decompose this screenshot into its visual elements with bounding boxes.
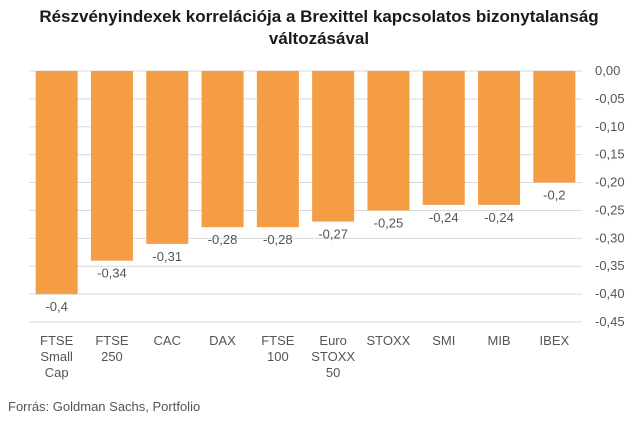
x-tick-label: SMI	[432, 333, 455, 348]
x-tick-label: FTSE	[95, 333, 129, 348]
x-tick-label: IBEX	[540, 333, 570, 348]
y-tick-label: -0,15	[595, 147, 625, 162]
y-tick-label: -0,35	[595, 258, 625, 273]
x-tick-label: Small	[40, 349, 73, 364]
bar	[533, 71, 576, 183]
chart-title-line-2: változásával	[268, 29, 370, 48]
data-label: -0,31	[152, 249, 182, 264]
y-tick-label: -0,30	[595, 230, 625, 245]
x-tick-label: FTSE	[40, 333, 74, 348]
chart-title-line-1: Részvényindexek korrelációja a Brexittel…	[39, 7, 599, 26]
x-tick-label: Euro	[319, 333, 346, 348]
y-tick-label: -0,05	[595, 91, 625, 106]
x-tick-label: 250	[101, 349, 123, 364]
y-tick-label: -0,10	[595, 119, 625, 134]
x-tick-label: STOXX	[367, 333, 411, 348]
x-tick-label: CAC	[154, 333, 181, 348]
y-tick-label: -0,25	[595, 202, 625, 217]
data-label: -0,24	[484, 210, 514, 225]
x-tick-label: FTSE	[261, 333, 295, 348]
x-tick-label: MIB	[487, 333, 510, 348]
chart-title: Részvényindexek korrelációja a Brexittel…	[0, 6, 638, 50]
x-tick-label: 50	[326, 365, 340, 380]
bar	[312, 71, 355, 222]
bar	[201, 71, 244, 228]
y-tick-label: -0,20	[595, 175, 625, 190]
x-tick-label: STOXX	[311, 349, 355, 364]
bar	[367, 71, 410, 211]
bar	[146, 71, 189, 244]
data-label: -0,4	[45, 299, 67, 314]
bar	[422, 71, 465, 205]
data-label: -0,2	[543, 188, 565, 203]
data-label: -0,24	[429, 210, 459, 225]
y-tick-label: -0,45	[595, 314, 625, 329]
x-tick-label: DAX	[209, 333, 236, 348]
bar	[478, 71, 521, 205]
bar	[90, 71, 133, 261]
source-note: Forrás: Goldman Sachs, Portfolio	[8, 399, 201, 414]
bar	[256, 71, 299, 228]
data-label: -0,28	[208, 232, 238, 247]
x-tick-label: Cap	[45, 365, 69, 380]
x-tick-label: 100	[267, 349, 289, 364]
y-tick-label: -0,40	[595, 286, 625, 301]
data-label: -0,28	[263, 232, 293, 247]
y-tick-label: 0,00	[595, 63, 620, 78]
data-label: -0,34	[97, 266, 127, 281]
data-label: -0,25	[374, 215, 404, 230]
data-label: -0,27	[318, 227, 348, 242]
bar	[35, 71, 78, 295]
